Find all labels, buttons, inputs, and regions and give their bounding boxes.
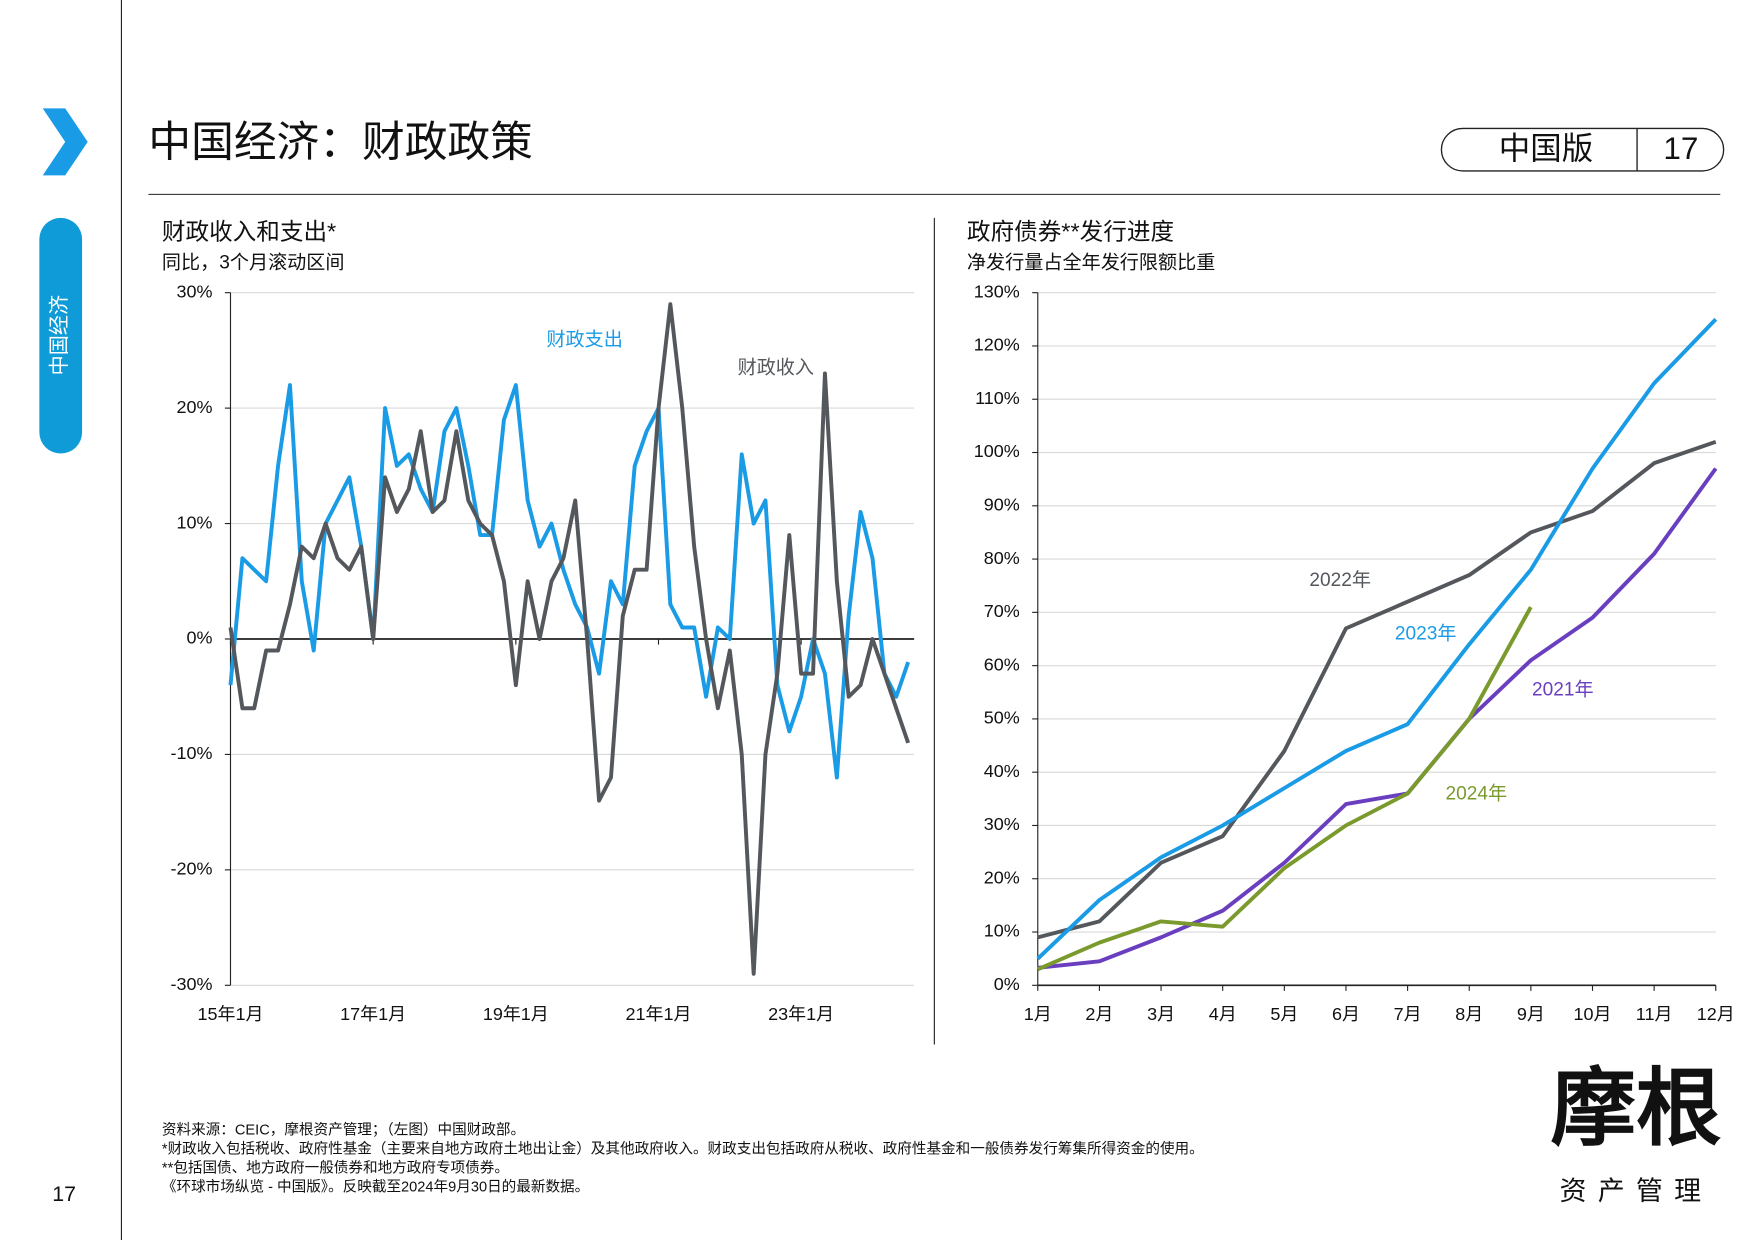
x-tick-label: 17年1月 (340, 1004, 406, 1024)
note: 资料来源：CEIC，摩根资产管理；（左图）中国财政部。 (162, 1120, 525, 1138)
y-tick-label: 50% (984, 708, 1020, 728)
x-tick-label: 15年1月 (198, 1004, 264, 1024)
series-line (1036, 606, 1533, 972)
x-tick-label: 6月 (1332, 1004, 1360, 1024)
series-label: 财政收入 (738, 357, 814, 379)
y-tick-label: 0% (994, 974, 1020, 994)
x-tick-label: 21年1月 (626, 1004, 692, 1024)
series-label: 2021年 (1532, 678, 1594, 700)
series-label: 财政支出 (546, 329, 622, 351)
y-tick-label: 20% (177, 397, 213, 417)
header-page: 17 (1663, 131, 1698, 166)
x-tick-label: 3月 (1147, 1004, 1175, 1024)
y-tick-label: 20% (984, 868, 1020, 888)
y-tick-label: 60% (984, 654, 1020, 674)
logo-subtitle: 资产管理 (1560, 1176, 1713, 1206)
badge (1440, 127, 1725, 172)
y-tick-label: 0% (187, 628, 213, 648)
page-title: 中国经济：财政政策 (148, 119, 532, 167)
y-tick-label: 120% (974, 335, 1020, 355)
y-tick-label: 100% (974, 441, 1020, 461)
series-line (1036, 317, 1718, 961)
page-number: 17 (52, 1182, 76, 1206)
y-tick-label: 10% (177, 512, 213, 532)
series-label: 2022年 (1309, 569, 1371, 591)
logo: 摩根 (1551, 1059, 1722, 1159)
series-line (1037, 467, 1718, 970)
y-tick-label: -20% (171, 859, 213, 879)
y-tick-label: 30% (177, 281, 213, 301)
section-label: 中国经济 (48, 295, 71, 375)
chart-title: 政府债券**发行进度 (967, 219, 1174, 245)
series-line (1037, 439, 1717, 940)
chevron (42, 108, 88, 176)
x-tick-label: 9月 (1517, 1004, 1545, 1024)
x-tick-label: 7月 (1394, 1004, 1422, 1024)
note: **包括国债、地方政府一般债券和地方政府专项债券。 (162, 1159, 509, 1176)
x-tick-label: 19年1月 (483, 1004, 549, 1024)
y-tick-label: -10% (171, 743, 213, 763)
series-line (228, 302, 911, 976)
y-tick-label: 10% (984, 921, 1020, 941)
chart-subtitle: 同比，3个月滚动区间 (162, 252, 345, 274)
y-tick-label: 30% (984, 814, 1020, 834)
chart-subtitle: 净发行量占全年发行限额比重 (967, 252, 1215, 274)
x-tick-label: 5月 (1270, 1004, 1298, 1024)
x-tick-label: 2月 (1085, 1004, 1113, 1024)
y-tick-label: 80% (984, 548, 1020, 568)
y-tick-label: 70% (984, 601, 1020, 621)
x-tick-label: 11月 (1636, 1004, 1673, 1024)
section-pill (39, 217, 83, 454)
x-tick-label: 1月 (1024, 1004, 1052, 1024)
y-tick-label: 110% (975, 388, 1020, 408)
y-tick-label: 40% (984, 761, 1020, 781)
series-line (228, 383, 911, 780)
y-tick-label: 90% (984, 495, 1020, 515)
x-tick-label: 12月 (1697, 1004, 1735, 1024)
series-label: 2023年 (1395, 623, 1457, 645)
note: *财政收入包括税收、政府性基金（主要来自地方政府土地出让金）及其他政府收入。财政… (162, 1140, 1204, 1157)
chart-title: 财政收入和支出* (162, 219, 336, 245)
x-tick-label: 8月 (1455, 1004, 1483, 1024)
y-tick-label: 130% (974, 281, 1020, 301)
x-tick-label: 4月 (1209, 1004, 1237, 1024)
series-label: 2024年 (1445, 782, 1507, 804)
edition: 中国版 (1499, 131, 1593, 166)
note: 《环球市场纵览 - 中国版》。反映截至2024年9月30日的最新数据。 (162, 1178, 589, 1195)
x-tick-label: 23年1月 (768, 1004, 834, 1024)
y-tick-label: -30% (171, 974, 213, 994)
x-tick-label: 10月 (1574, 1004, 1612, 1024)
